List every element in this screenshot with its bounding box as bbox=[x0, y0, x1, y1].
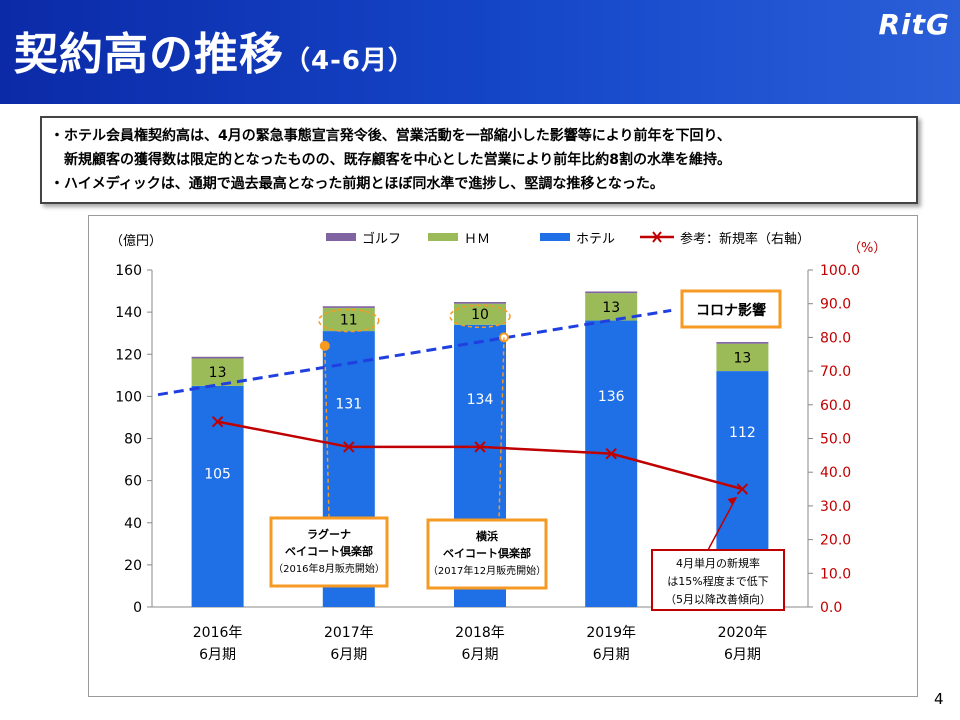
right-axis-tick-label: 100.0 bbox=[820, 263, 860, 279]
right-axis-tick-label: 10.0 bbox=[820, 566, 851, 582]
category-label-period: 6月期 bbox=[199, 647, 236, 663]
hotel-value-label: 136 bbox=[598, 389, 625, 405]
left-axis-tick-label: 160 bbox=[115, 263, 142, 279]
category-label-year: 2016年 bbox=[193, 625, 243, 641]
category-label-period: 6月期 bbox=[462, 647, 499, 663]
summary-box: ・ホテル会員権契約高は、4月の緊急事態宣言発令後、営業活動を一部縮小した影響等に… bbox=[40, 116, 918, 204]
right-axis-tick-label: 80.0 bbox=[820, 330, 851, 346]
hm-value-label: 10 bbox=[471, 307, 489, 323]
right-axis-tick-label: 40.0 bbox=[820, 465, 851, 481]
left-axis-tick-label: 140 bbox=[115, 305, 142, 321]
april-rate-callout-text: は15%程度まで低下 bbox=[667, 574, 768, 588]
yokohama-callout-box bbox=[426, 518, 548, 590]
legend-label: ＨＭ bbox=[464, 232, 490, 247]
lagoona-callout-text: ラグーナ bbox=[307, 527, 351, 541]
hm-highlight-ellipse bbox=[318, 308, 380, 333]
lagoona-callout-text: ベイコート倶楽部 bbox=[285, 544, 373, 558]
lagoona-callout-box bbox=[269, 516, 389, 588]
left-axis-tick-label: 0 bbox=[133, 600, 142, 616]
summary-line: ・ハイメディックは、通期で過去最高となった前期とほぼ同水準で進捗し、堅調な推移と… bbox=[50, 176, 664, 192]
legend-swatch bbox=[428, 233, 458, 241]
bar-segment-golf bbox=[585, 291, 638, 294]
hm-value-label: 11 bbox=[340, 312, 358, 328]
bar-segment-golf bbox=[191, 356, 244, 359]
category-label-year: 2020年 bbox=[718, 625, 768, 641]
page-number: 4 bbox=[934, 690, 944, 708]
right-axis-unit: （%） bbox=[848, 241, 886, 256]
april-rate-callout-text: 4月単月の新規率 bbox=[676, 556, 760, 570]
hm-value-label: 13 bbox=[209, 365, 227, 381]
legend-label: ホテル bbox=[576, 232, 615, 247]
right-axis-tick-label: 30.0 bbox=[820, 499, 851, 515]
bar-segment-hotel bbox=[191, 385, 244, 607]
category-label-year: 2019年 bbox=[586, 625, 636, 641]
april-rate-callout-text: （5月以降改善傾向） bbox=[665, 592, 771, 606]
yokohama-callout-text: （2017年12月販売開始） bbox=[428, 564, 546, 577]
yokohama-leader-line bbox=[498, 337, 505, 521]
bar-segment-hm bbox=[716, 343, 769, 372]
april-rate-arrowhead bbox=[727, 497, 737, 506]
category-label-period: 6月期 bbox=[724, 647, 761, 663]
legend-marker bbox=[652, 231, 662, 243]
category-label-year: 2017年 bbox=[324, 625, 374, 641]
trend-dashed-line bbox=[157, 308, 672, 397]
category-label-period: 6月期 bbox=[330, 647, 367, 663]
new-rate-marker bbox=[736, 483, 749, 495]
yokohama-callout-text: ベイコート倶楽部 bbox=[443, 546, 531, 560]
left-axis-tick-label: 40 bbox=[124, 516, 142, 532]
page-title-sub: （4-6月） bbox=[284, 46, 415, 76]
left-axis-tick-label: 100 bbox=[115, 389, 142, 405]
yokohama-callout-text: 横浜 bbox=[476, 529, 498, 543]
header-bar: 契約高の推移（4-6月） RitG bbox=[0, 0, 960, 104]
left-axis-tick-label: 80 bbox=[124, 432, 142, 448]
lagoona-leader-line bbox=[324, 345, 330, 519]
bar-segment-hotel bbox=[585, 320, 638, 607]
hotel-value-label: 134 bbox=[467, 392, 494, 408]
legend-swatch bbox=[326, 233, 356, 241]
left-axis-tick-label: 120 bbox=[115, 347, 142, 363]
legend-swatch bbox=[540, 233, 570, 241]
hotel-value-label: 112 bbox=[729, 425, 756, 441]
hotel-value-label: 131 bbox=[335, 396, 362, 412]
hotel-value-label: 105 bbox=[204, 467, 231, 483]
contract-volume-chart: 0 20 40 60 80 100 120 140 160 （億円） 0.0 10.0 20.0 30.0… bbox=[110, 231, 886, 663]
hm-value-label: 13 bbox=[602, 300, 620, 316]
legend-label: ゴルフ bbox=[362, 231, 401, 247]
hm-highlight-ellipse bbox=[449, 304, 511, 329]
category-label-year: 2018年 bbox=[455, 625, 505, 641]
legend-label: 参考：新規率（右軸） bbox=[680, 231, 810, 247]
left-axis-tick-label: 60 bbox=[124, 474, 142, 490]
april-rate-leader-line bbox=[707, 496, 738, 551]
new-rate-marker bbox=[605, 447, 617, 460]
right-axis-tick-label: 90.0 bbox=[820, 297, 851, 313]
hm-value-label: 13 bbox=[733, 350, 751, 366]
new-rate-marker bbox=[211, 415, 224, 428]
new-rate-marker bbox=[343, 441, 355, 453]
summary-line: 新規顧客の獲得数は限定的となったものの、既存顧客を中心とした営業により前年比約8… bbox=[50, 152, 732, 168]
right-axis-tick-label: 20.0 bbox=[820, 533, 851, 549]
bar-segment-hm bbox=[191, 358, 244, 386]
corona-callout-box bbox=[680, 289, 782, 329]
new-rate-marker bbox=[474, 441, 486, 453]
right-axis-tick-label: 0.0 bbox=[820, 600, 842, 616]
bar-segment-hm bbox=[585, 293, 638, 321]
bar-segment-hm bbox=[322, 307, 375, 332]
bar-segment-golf bbox=[454, 302, 506, 304]
bar-segment-golf bbox=[716, 342, 769, 344]
bar-segment-golf bbox=[322, 306, 375, 308]
bar-segment-hm bbox=[454, 303, 506, 325]
corona-callout-text: コロナ影響 bbox=[696, 302, 766, 319]
summary-line: ・ホテル会員権契約高は、4月の緊急事態宣言発令後、営業活動を一部縮小した影響等に… bbox=[50, 128, 731, 144]
right-axis-tick-label: 70.0 bbox=[820, 364, 851, 380]
april-rate-callout-box bbox=[651, 549, 785, 611]
lagoona-callout-text: （2016年8月販売開始） bbox=[273, 562, 385, 575]
category-label-period: 6月期 bbox=[593, 647, 630, 663]
left-axis-tick-label: 20 bbox=[124, 558, 142, 574]
left-axis-unit: （億円） bbox=[110, 233, 162, 249]
right-axis-tick-label: 50.0 bbox=[820, 432, 851, 448]
right-axis-tick-label: 60.0 bbox=[820, 398, 851, 414]
page-title-main: 契約高の推移 bbox=[14, 29, 284, 80]
company-logo: RitG bbox=[878, 8, 950, 41]
page-title: 契約高の推移（4-6月） bbox=[14, 18, 415, 82]
